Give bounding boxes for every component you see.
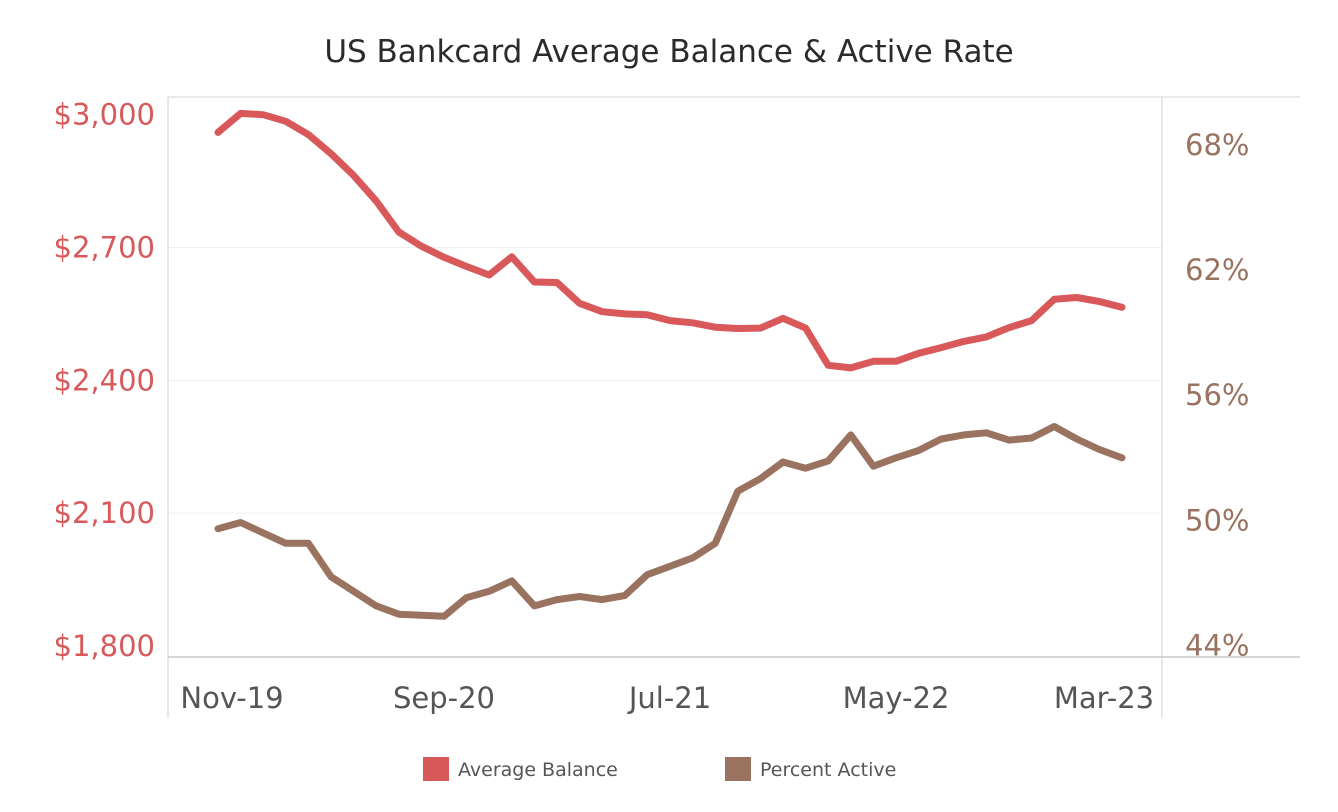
- y-right-tick-label: 50%: [1185, 503, 1249, 537]
- x-tick-label: May-22: [843, 681, 950, 715]
- y-left-tick-label: $2,100: [54, 496, 155, 530]
- x-tick-label: Jul-21: [627, 681, 711, 715]
- y-right-tick-label: 56%: [1185, 378, 1249, 412]
- y-right-tick-label: 44%: [1185, 629, 1249, 663]
- gridlines: [168, 247, 1162, 514]
- x-tick-label: Nov-19: [180, 681, 283, 715]
- axes: $3,000 $2,700 $2,400 $2,100 $1,800 68% 62% 56% 5…: [54, 96, 1300, 718]
- y-left-tick-label: $2,400: [54, 363, 155, 397]
- y-left-tick-label: $1,800: [54, 629, 155, 663]
- x-tick-label: Sep-20: [393, 681, 495, 715]
- legend-swatch: [423, 757, 449, 781]
- x-tick-label: Mar-23: [1054, 681, 1154, 715]
- series-line-average-balance: [214, 109, 1126, 372]
- y-right-tick-label: 62%: [1185, 253, 1249, 287]
- series-lines: [214, 109, 1126, 620]
- legend-label: Average Balance: [458, 759, 618, 781]
- series-line-percent-active: [214, 423, 1126, 620]
- y-left-tick-label: $3,000: [54, 98, 155, 132]
- legend: Average Balance Percent Active: [423, 757, 896, 781]
- y-right-tick-label: 68%: [1185, 128, 1249, 162]
- y-left-tick-label: $2,700: [54, 231, 155, 265]
- legend-swatch: [725, 757, 751, 781]
- legend-label: Percent Active: [760, 759, 896, 781]
- chart-title: US Bankcard Average Balance & Active Rat…: [324, 34, 1013, 70]
